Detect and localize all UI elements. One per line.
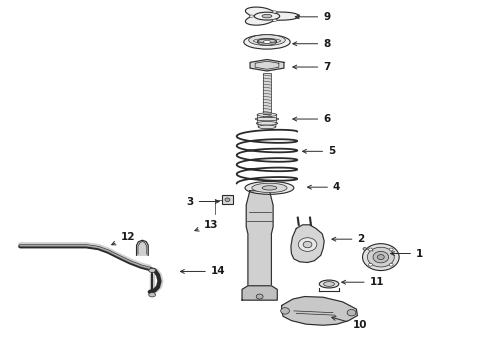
Text: 4: 4 [308, 182, 341, 192]
Ellipse shape [245, 181, 294, 194]
Ellipse shape [244, 35, 290, 49]
Text: 8: 8 [293, 39, 330, 49]
Ellipse shape [363, 248, 367, 250]
Ellipse shape [368, 247, 394, 267]
Ellipse shape [149, 293, 156, 297]
Text: 7: 7 [293, 62, 331, 72]
Ellipse shape [257, 113, 277, 117]
Text: 11: 11 [342, 277, 384, 287]
Ellipse shape [281, 308, 290, 314]
Ellipse shape [262, 186, 277, 190]
Polygon shape [246, 191, 273, 286]
Polygon shape [221, 195, 233, 204]
Ellipse shape [257, 39, 277, 45]
Polygon shape [242, 286, 277, 300]
Ellipse shape [368, 263, 372, 266]
Ellipse shape [272, 19, 277, 21]
Text: 9: 9 [295, 12, 330, 22]
Text: 13: 13 [195, 220, 218, 231]
Ellipse shape [149, 268, 156, 273]
Ellipse shape [347, 310, 356, 316]
Ellipse shape [256, 294, 263, 299]
Polygon shape [137, 240, 148, 255]
Text: 3: 3 [187, 197, 219, 207]
Ellipse shape [319, 280, 339, 288]
Ellipse shape [368, 248, 372, 251]
Ellipse shape [272, 11, 277, 13]
Ellipse shape [389, 248, 393, 251]
Ellipse shape [248, 35, 285, 45]
Ellipse shape [324, 282, 334, 286]
Text: 12: 12 [112, 232, 135, 245]
Ellipse shape [263, 41, 271, 43]
Ellipse shape [255, 117, 279, 121]
Text: 5: 5 [303, 146, 335, 156]
Ellipse shape [389, 263, 393, 266]
Polygon shape [263, 73, 271, 117]
Ellipse shape [249, 15, 254, 17]
Polygon shape [291, 225, 324, 262]
Ellipse shape [363, 244, 399, 271]
Text: 2: 2 [332, 234, 365, 244]
Text: 1: 1 [391, 248, 423, 258]
Ellipse shape [258, 125, 276, 129]
Ellipse shape [377, 255, 384, 260]
Polygon shape [250, 59, 284, 71]
Ellipse shape [262, 14, 272, 18]
Polygon shape [282, 297, 357, 325]
Ellipse shape [225, 198, 230, 202]
Ellipse shape [298, 238, 317, 251]
Ellipse shape [373, 251, 389, 263]
Text: 10: 10 [332, 316, 367, 330]
Text: 6: 6 [293, 114, 330, 124]
Polygon shape [245, 7, 299, 25]
Ellipse shape [256, 122, 278, 125]
Ellipse shape [252, 183, 287, 193]
Ellipse shape [303, 241, 312, 248]
Text: 14: 14 [180, 266, 225, 276]
